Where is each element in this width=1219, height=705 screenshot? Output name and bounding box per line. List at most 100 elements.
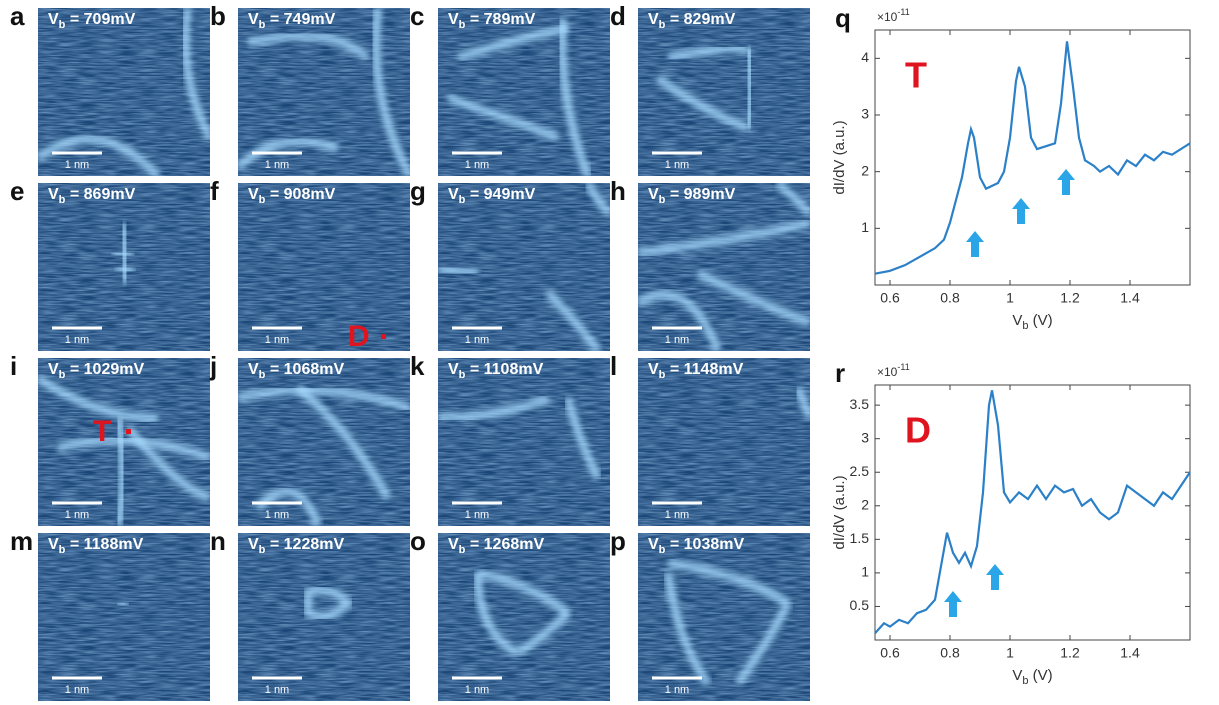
stm-noise xyxy=(438,8,610,176)
bias-subscript: b xyxy=(459,369,466,381)
stm-noise xyxy=(238,183,410,351)
bias-subscript: b xyxy=(59,544,66,556)
panel-letter: e xyxy=(10,176,24,206)
scale-bar-label: 1 nm xyxy=(65,509,89,521)
x-tick-label: 1 xyxy=(1006,645,1014,661)
bias-symbol: V xyxy=(448,11,459,28)
chart-annotation: D xyxy=(905,410,931,451)
bias-label: Vb = 1188mV xyxy=(48,536,144,556)
stm-panel: h Vb = 989mV 1 nm xyxy=(610,176,810,351)
panel-letter: l xyxy=(610,351,617,381)
stm-noise xyxy=(438,533,610,701)
bias-value: = 908mV xyxy=(265,186,335,203)
bias-value: = 1228mV xyxy=(265,536,344,553)
chart-letter: q xyxy=(835,3,851,33)
bias-value: = 949mV xyxy=(465,186,535,203)
stm-feature xyxy=(638,290,723,351)
bias-symbol: V xyxy=(48,186,59,203)
panel-annotation: T xyxy=(93,415,111,448)
stm-feature xyxy=(666,43,749,63)
x-label-subscript: b xyxy=(1022,320,1028,332)
x-tick-label: 1.4 xyxy=(1120,290,1140,306)
arrow xyxy=(1057,169,1075,195)
stm-image xyxy=(638,8,810,176)
bias-symbol: V xyxy=(648,536,659,553)
x-tick-label: 1.2 xyxy=(1060,290,1080,306)
bias-symbol: V xyxy=(248,186,259,203)
y-tick-label: 3 xyxy=(861,429,869,445)
stm-feature xyxy=(246,31,371,62)
y-scale-exponent: -11 xyxy=(897,7,909,17)
y-tick-label: 2 xyxy=(861,496,869,512)
stm-panel: j Vb = 1068mV 1 nm xyxy=(209,351,410,526)
bias-symbol: V xyxy=(48,361,59,378)
panel-letter: j xyxy=(209,351,217,381)
stm-image xyxy=(238,8,410,176)
panel-letter: f xyxy=(210,176,219,206)
stm-panel: l Vb = 1148mV 1 nm xyxy=(610,351,810,526)
stm-panel: p Vb = 1038mV 1 nm xyxy=(610,526,810,701)
bias-value: = 1108mV xyxy=(465,361,543,378)
x-label-subscript: b xyxy=(1022,675,1028,687)
panel-letter: g xyxy=(410,176,426,206)
x-label-symbol: V xyxy=(1012,312,1022,329)
x-label-symbol: V xyxy=(1012,667,1022,684)
bias-label: Vb = 1148mV xyxy=(648,361,744,381)
panel-annotation: D xyxy=(348,320,370,353)
scale-bar-label: 1 nm xyxy=(65,159,89,171)
stm-panel: d Vb = 829mV 1 nm xyxy=(610,1,810,176)
y-tick-label: 1 xyxy=(861,564,869,580)
y-scale: ×10-11 xyxy=(877,7,910,24)
bias-label: Vb = 789mV xyxy=(448,11,536,31)
stm-image xyxy=(438,8,610,176)
arrow xyxy=(1012,198,1030,224)
panel-letter: m xyxy=(10,526,33,556)
stm-feature xyxy=(667,558,791,607)
arrow xyxy=(986,564,1004,590)
bias-label: Vb = 709mV xyxy=(48,11,136,31)
bias-value: = 829mV xyxy=(665,11,735,28)
bias-value: = 1148mV xyxy=(665,361,743,378)
bias-symbol: V xyxy=(448,536,459,553)
panel-letter: o xyxy=(410,526,426,556)
panel-letter: b xyxy=(210,1,226,31)
stm-panel: k Vb = 1108mV 1 nm xyxy=(410,351,610,526)
bias-label: Vb = 1068mV xyxy=(248,361,344,381)
stm-image xyxy=(238,358,410,526)
line-series xyxy=(874,390,1191,635)
scale-bar-label: 1 nm xyxy=(265,334,289,346)
bias-subscript: b xyxy=(459,544,466,556)
bias-label: Vb = 908mV xyxy=(248,186,336,206)
stm-panel: e Vb = 869mV 1 nm xyxy=(10,176,210,351)
stm-feature xyxy=(124,425,210,503)
bias-symbol: V xyxy=(248,11,259,28)
stm-panel: n Vb = 1228mV 1 nm xyxy=(210,526,410,701)
panel-letter: i xyxy=(10,351,17,381)
chart-annotation: T xyxy=(905,55,927,96)
stm-image xyxy=(38,183,210,351)
bias-subscript: b xyxy=(259,369,266,381)
scale-bar-label: 1 nm xyxy=(465,159,489,171)
bias-subscript: b xyxy=(659,369,666,381)
bias-value: = 1029mV xyxy=(65,361,144,378)
bias-subscript: b xyxy=(259,194,266,206)
bias-label: Vb = 829mV xyxy=(648,11,736,31)
stm-feature xyxy=(56,435,210,463)
x-tick-label: 0.8 xyxy=(940,645,960,661)
arrow xyxy=(966,231,984,257)
y-tick-label: 3 xyxy=(861,106,869,122)
stm-image xyxy=(438,183,610,351)
bias-value: = 1188mV xyxy=(65,536,143,553)
bias-symbol: V xyxy=(648,11,659,28)
bias-symbol: V xyxy=(648,361,659,378)
y-tick-label: 2 xyxy=(861,162,869,178)
scale-bar-label: 1 nm xyxy=(465,509,489,521)
stm-feature xyxy=(38,374,159,423)
panel-letter: k xyxy=(410,351,425,381)
x-tick-label: 1 xyxy=(1006,290,1014,306)
stm-panel: o Vb = 1268mV 1 nm xyxy=(410,526,610,701)
bias-value: = 1268mV xyxy=(465,536,544,553)
bias-subscript: b xyxy=(459,19,466,31)
bias-subscript: b xyxy=(459,194,466,206)
